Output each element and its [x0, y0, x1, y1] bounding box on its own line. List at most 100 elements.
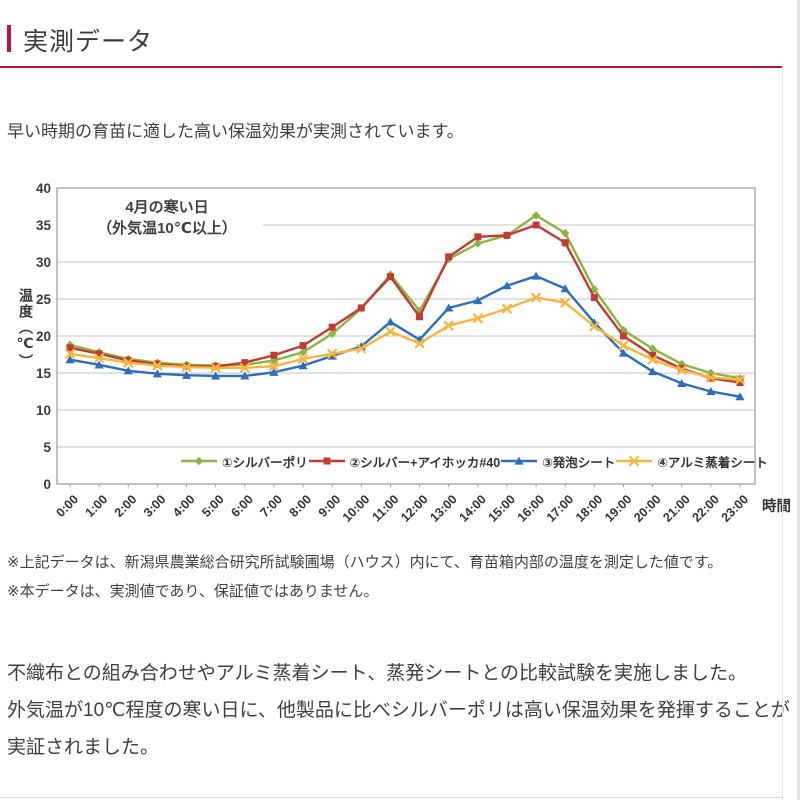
series-marker [414, 338, 425, 349]
chart-series-4 [65, 292, 745, 385]
chart-annotation: 4月の寒い日 （外気温10℃以上） [58, 194, 263, 241]
page-right-border [782, 66, 783, 800]
series-marker [705, 372, 716, 383]
series-line [68, 274, 742, 398]
x-tick-label: 9:00 [316, 492, 344, 520]
series-marker [648, 344, 657, 353]
series-marker [648, 367, 658, 376]
series-marker [65, 348, 75, 359]
series-marker [269, 361, 279, 372]
series-marker [735, 392, 745, 401]
series-marker [444, 303, 454, 312]
conclusion-line-2: 外気温が10℃程度の寒い日に、他製品に比べシルバーポリは高い保温効果を発揮するこ… [7, 700, 790, 721]
series-marker [474, 233, 482, 241]
series-marker [514, 456, 524, 465]
temperature-chart-svg: 0 5 10 15 20 25 30 35 40 0:00 1:00 2:00 3:00 4:00 5:00… [36, 181, 791, 525]
series-marker [735, 374, 745, 385]
x-tick-label: 14:00 [456, 492, 489, 525]
annotation-box [58, 194, 263, 241]
x-tick-label: 19:00 [602, 492, 635, 525]
annotation-line: （外気温10℃以上） [97, 219, 237, 237]
series-marker [123, 366, 133, 375]
x-tick-label: 11:00 [370, 492, 402, 524]
series-marker [94, 353, 105, 364]
chart-y-axis-labels: 0 5 10 15 20 25 30 35 40 [36, 181, 52, 492]
x-tick-label: 20:00 [631, 492, 664, 525]
series-marker [152, 369, 162, 378]
series-marker [385, 317, 396, 326]
series-marker [210, 362, 221, 373]
series-marker [561, 228, 570, 238]
annotation-line: 4月の寒い日 [125, 198, 208, 216]
conclusion-line-1: 不織布との組み合わせやアルミ蒸着シート、蒸発シートとの比較試験を実施しました。 [7, 663, 748, 684]
series-marker [532, 221, 540, 229]
legend-item-1: ①シルバーポリ [180, 452, 308, 471]
series-marker [676, 365, 687, 375]
y-tick-label: 10 [36, 403, 51, 418]
y-tick-label: 35 [36, 218, 52, 233]
series-marker [416, 313, 424, 321]
legend-label: ④アルミ蒸着シート [657, 455, 768, 470]
series-marker [239, 362, 250, 373]
x-tick-label: 13:00 [427, 492, 460, 525]
x-tick-label: 21:00 [660, 492, 693, 525]
series-marker [706, 387, 716, 396]
x-tick-label: 3:00 [141, 492, 169, 520]
legend-item-4: ④アルミ蒸着シート [615, 452, 768, 471]
series-marker [327, 348, 338, 359]
x-tick-label: 1:00 [83, 492, 111, 520]
y-tick-label: 0 [43, 477, 51, 492]
page-edge-strip [797, 0, 800, 800]
x-tick-label: 10:00 [340, 492, 373, 525]
series-marker [473, 296, 483, 305]
series-marker [95, 350, 103, 358]
series-marker [618, 340, 629, 351]
x-tick-label: 6:00 [228, 492, 256, 520]
plot-border [56, 187, 756, 485]
y-tick-label: 5 [43, 440, 51, 455]
series-marker [211, 371, 221, 380]
series-marker [152, 360, 163, 371]
series-marker [298, 354, 308, 364]
series-marker [706, 368, 716, 378]
note-line-1: ※上記データは、新潟県農業総合研究所試験圃場（ハウス）内にて、育苗箱内部の温度を… [7, 554, 723, 571]
x-tick-label: 2:00 [112, 492, 140, 520]
series-marker [385, 326, 396, 337]
conclusion-block: 不織布との組み合わせやアルミ蒸着シート、蒸発シートとの比較試験を実施しました。 … [7, 655, 790, 766]
series-marker [181, 370, 192, 379]
chart-x-axis-labels: 0:00 1:00 2:00 3:00 4:00 5:00 6:00 7:00 8:00 9:00… [54, 484, 751, 525]
header-divider [0, 66, 783, 68]
series-marker [560, 297, 571, 308]
series-marker [65, 355, 75, 364]
chart-legend: ①シルバーポリ ②シルバー+アイホッカ#40 ③発泡シート ④アルミ蒸着シート [180, 452, 768, 471]
series-marker [589, 321, 600, 332]
x-tick-label: 0:00 [54, 492, 82, 520]
title-accent-bar [7, 25, 11, 52]
x-tick-label: 4:00 [170, 492, 198, 520]
series-marker [94, 360, 104, 369]
triangle-legend-marker-icon [501, 456, 538, 465]
diamond-legend-marker-icon [181, 456, 217, 466]
x-tick-label: 17:00 [544, 492, 577, 525]
legend-label: ①シルバーポリ [222, 455, 308, 470]
series-marker [386, 273, 394, 281]
series-marker [502, 303, 512, 314]
series-marker [194, 456, 204, 466]
series-marker [241, 359, 249, 367]
legend-label: ②シルバー+アイホッカ#40 [349, 455, 501, 470]
series-marker [736, 379, 744, 387]
series-marker [531, 211, 541, 220]
notes-block: ※上記データは、新潟県農業総合研究所試験圃場（ハウス）内にて、育苗箱内部の温度を… [7, 548, 722, 606]
y-tick-label: 15 [36, 366, 52, 381]
y-tick-label: 25 [36, 292, 52, 307]
x-tick-label: 12:00 [398, 492, 431, 525]
page-title: 実測データ [23, 28, 154, 56]
legend-label: ③発泡シート [542, 455, 616, 470]
note-line-2: ※本データは、実測値であり、保証値ではありません。 [7, 583, 379, 600]
y-axis-title: 温度（℃） [18, 288, 34, 370]
y-tick-label: 30 [36, 255, 51, 270]
x-legend-marker-icon [616, 456, 653, 466]
chart-gridlines [57, 224, 755, 448]
x-tick-label: 22:00 [689, 492, 722, 525]
